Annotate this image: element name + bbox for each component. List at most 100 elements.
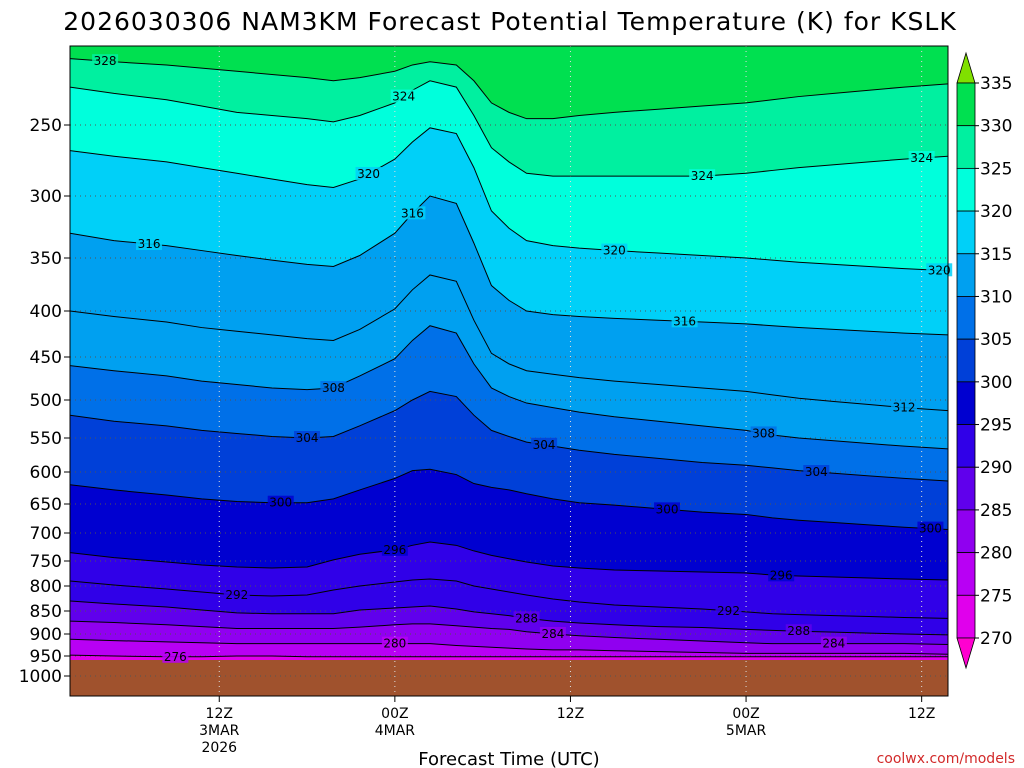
y-tick-label-750: 750 <box>30 552 62 572</box>
contour-label-304: 304 <box>296 431 319 445</box>
contour-label-bg <box>267 495 294 509</box>
contour-label-308: 308 <box>752 426 775 440</box>
theta-band-above-328 <box>70 46 948 119</box>
isentrope-312 <box>70 274 948 412</box>
contour-label-bg <box>671 314 698 328</box>
colorbar-segment <box>956 125 976 169</box>
contour-label-bg <box>926 263 953 277</box>
theta-band-284-288 <box>70 601 948 645</box>
colorbar-segment <box>956 552 976 596</box>
isentrope-308 <box>70 325 948 450</box>
contour-label-bg <box>785 624 812 638</box>
contour-label-324: 324 <box>392 90 415 104</box>
colorbar-segment <box>956 509 976 554</box>
colorbar-label-335: 335 <box>980 74 1012 94</box>
colorbar-label-270: 270 <box>980 629 1012 649</box>
contour-label-320: 320 <box>357 167 380 181</box>
contour-label-bg <box>513 611 540 625</box>
contour-label-bg <box>917 521 944 535</box>
contour-label-bg <box>390 89 417 103</box>
colorbar-segment <box>956 424 976 468</box>
y-tick-label-400: 400 <box>30 302 62 322</box>
contour-label-316: 316 <box>138 237 161 251</box>
colorbar-label-325: 325 <box>980 159 1012 179</box>
contour-label-296: 296 <box>383 543 406 557</box>
colorbar-label-285: 285 <box>980 501 1012 521</box>
contour-label-bg <box>223 588 250 601</box>
contour-label-280: 280 <box>383 637 406 651</box>
contour-label-316: 316 <box>673 314 696 328</box>
colorbar-segment <box>956 594 976 639</box>
contour-label-bg <box>820 636 847 650</box>
contour-label-bg <box>136 236 163 250</box>
y-axis: 250 300 350 400 450 500 550 600 650 700 750 800 850 9… <box>19 116 70 687</box>
contour-label-bg <box>654 502 681 516</box>
x-tick-label-time: 00Z <box>381 706 408 722</box>
y-tick-label-600: 600 <box>30 463 62 483</box>
contour-labels: 328 324 324 324 320 320 320 316 316 316 312 308 308 3… <box>92 54 953 664</box>
contour-label-bg <box>294 431 321 444</box>
isentrope-276 <box>70 654 948 658</box>
y-tick-label-650: 650 <box>30 495 62 515</box>
isentrope-304 <box>70 390 948 482</box>
x-axis-label: Forecast Time (UTC) <box>418 749 599 768</box>
contour-label-bg <box>539 627 566 640</box>
y-tick-label-500: 500 <box>30 391 62 411</box>
contour-label-320: 320 <box>603 244 626 258</box>
theta-band-304-308 <box>70 325 948 481</box>
y-tick-label-900: 900 <box>30 625 62 645</box>
y-tick-label-300: 300 <box>30 187 62 207</box>
contour-label-bg <box>162 649 189 663</box>
contour-label-bg <box>399 206 426 220</box>
y-tick-label-450: 450 <box>30 348 62 368</box>
colorbar-label-290: 290 <box>980 458 1012 478</box>
contour-label-324: 324 <box>691 169 714 183</box>
contour-label-bg <box>92 54 119 68</box>
contour-label-328: 328 <box>94 54 117 68</box>
contour-label-bg <box>531 437 558 451</box>
contour-label-276: 276 <box>164 650 187 664</box>
x-tick-label-time: 12Z <box>557 706 584 722</box>
colorbar-segment <box>956 296 976 340</box>
colorbar-segment-top <box>956 51 976 84</box>
contour-label-bg <box>715 603 742 617</box>
contour-label-308: 308 <box>322 381 345 395</box>
ground-surface <box>70 660 948 696</box>
colorbar-label-310: 310 <box>980 287 1012 307</box>
colorbar: 335 330 325 320 315 310 305 300 295 290 285 280 275 2… <box>956 51 1012 670</box>
colorbar-label-280: 280 <box>980 544 1012 564</box>
colorbar-segment <box>956 253 976 297</box>
y-tick-label-800: 800 <box>30 577 62 597</box>
isentrope-324 <box>70 80 948 177</box>
y-tick-label-250: 250 <box>30 116 62 136</box>
isentrope-284 <box>70 620 948 646</box>
colorbar-segment <box>956 338 976 383</box>
contour-label-bg <box>381 636 408 650</box>
theta-band-280-284 <box>70 621 948 655</box>
colorbar-segment <box>956 381 976 425</box>
plot-area <box>70 46 948 696</box>
colorbar-segment <box>956 210 976 255</box>
theta-band-312-316 <box>70 196 948 411</box>
x-tick-label-time: 12Z <box>206 706 233 722</box>
contour-label-bg <box>750 426 777 440</box>
colorbar-label-295: 295 <box>980 416 1012 436</box>
contour-label-324: 324 <box>910 151 933 165</box>
y-tick-label-550: 550 <box>30 429 62 449</box>
plot-frame <box>69 45 949 697</box>
isentrope-316 <box>70 195 948 336</box>
contour-label-bg <box>891 400 918 414</box>
contour-label-284: 284 <box>822 637 845 651</box>
contour-label-284: 284 <box>541 627 564 641</box>
colorbar-segment <box>956 466 976 511</box>
contour-label-bg <box>355 166 382 180</box>
colorbar-label-315: 315 <box>980 245 1012 265</box>
theta-band-308-312 <box>70 274 948 449</box>
contour-label-288: 288 <box>787 624 810 638</box>
colorbar-label-320: 320 <box>980 202 1012 222</box>
colorbar-label-275: 275 <box>980 586 1012 606</box>
isentrope-288 <box>70 600 948 636</box>
contour-label-300: 300 <box>269 496 292 510</box>
